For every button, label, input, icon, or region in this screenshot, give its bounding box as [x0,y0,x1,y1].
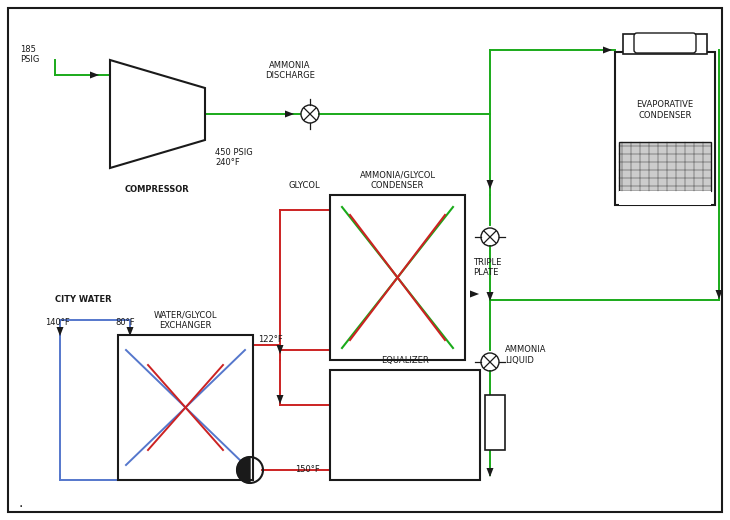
Text: COMPRESSOR: COMPRESSOR [125,185,189,194]
Polygon shape [90,72,99,79]
Polygon shape [126,327,134,336]
Polygon shape [486,292,493,301]
Polygon shape [277,345,283,354]
Text: 122°F: 122°F [258,335,283,344]
Bar [623,34,707,54]
Text: TRIPLE
PLATE: TRIPLE PLATE [473,258,502,277]
Bar [619,191,711,205]
Text: EVAPORATIVE
CONDENSER: EVAPORATIVE CONDENSER [637,100,693,120]
Text: 140°F: 140°F [45,318,70,327]
Polygon shape [603,46,612,54]
Text: EQUALIZER: EQUALIZER [381,356,429,365]
FancyBboxPatch shape [634,33,696,53]
Text: 185
PSIG: 185 PSIG [20,45,39,64]
Text: 450 PSIG
240°F: 450 PSIG 240°F [215,148,253,167]
Text: CITY WATER: CITY WATER [55,295,112,304]
Bar [485,395,505,450]
Bar [118,335,253,480]
Wedge shape [237,457,250,483]
Bar [615,52,715,205]
Bar [619,142,711,191]
Polygon shape [470,291,479,297]
Text: WATER/GLYCOL
EXCHANGER: WATER/GLYCOL EXCHANGER [154,310,218,330]
Text: AMMONIA/GLYCOL
CONDENSER: AMMONIA/GLYCOL CONDENSER [359,171,436,190]
Text: AMMONIA
DISCHARGE: AMMONIA DISCHARGE [265,61,315,80]
Text: 150°F: 150°F [295,465,320,474]
Polygon shape [486,180,493,189]
Text: GLYCOL: GLYCOL [288,181,320,190]
Polygon shape [285,111,294,118]
Polygon shape [715,290,723,299]
Polygon shape [56,327,64,336]
Text: 80°F: 80°F [115,318,134,327]
Polygon shape [486,468,493,477]
Bar [330,195,465,360]
Polygon shape [277,395,283,404]
Text: AMMONIA
LIQUID: AMMONIA LIQUID [505,345,547,365]
Text: .: . [18,496,23,510]
Bar [330,370,480,480]
